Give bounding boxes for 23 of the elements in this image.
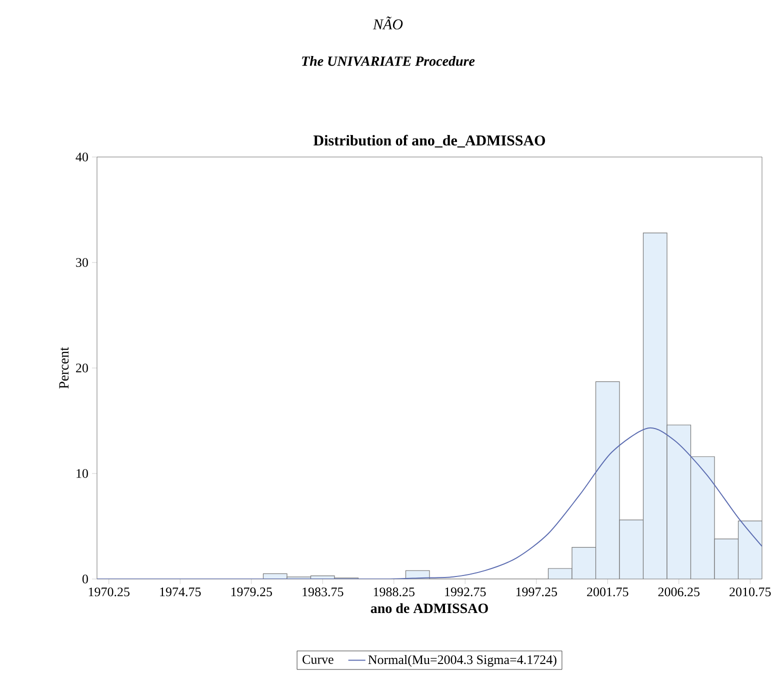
legend-label: Normal(Mu=2004.3 Sigma=4.1724) xyxy=(368,654,556,667)
y-tick-label: 20 xyxy=(76,364,88,372)
x-tick-label: 2010.75 xyxy=(730,588,771,596)
x-tick-label: 1983.75 xyxy=(302,588,344,596)
y-tick-label: 30 xyxy=(76,258,88,267)
y-axis-title: Percent xyxy=(59,347,69,389)
text: The UNIVARIATE Procedure xyxy=(302,56,475,66)
x-tick-label: 1988.25 xyxy=(374,588,414,596)
y-tick-label: 40 xyxy=(76,152,88,162)
x-tick-label: 1997.25 xyxy=(516,588,557,596)
x-tick-label: 1970.25 xyxy=(88,588,130,596)
y-tick-label: 0 xyxy=(82,574,88,584)
text: NÃO xyxy=(372,16,403,30)
x-tick-label: 1979.25 xyxy=(231,588,272,596)
chart-title: Distribution of ano_de_ADMISSAO xyxy=(314,134,546,148)
y-tick-label: 10 xyxy=(76,469,88,478)
x-tick-label: 1974.75 xyxy=(160,588,201,596)
x-tick-label: 2001.75 xyxy=(587,588,628,596)
legend-title: Curve xyxy=(302,655,334,664)
x-tick-label: 1992.75 xyxy=(445,588,486,596)
x-tick-label: 2006.25 xyxy=(658,588,700,596)
line-series xyxy=(97,428,762,579)
x-axis-title: ano de ADMISSAO xyxy=(370,603,488,614)
